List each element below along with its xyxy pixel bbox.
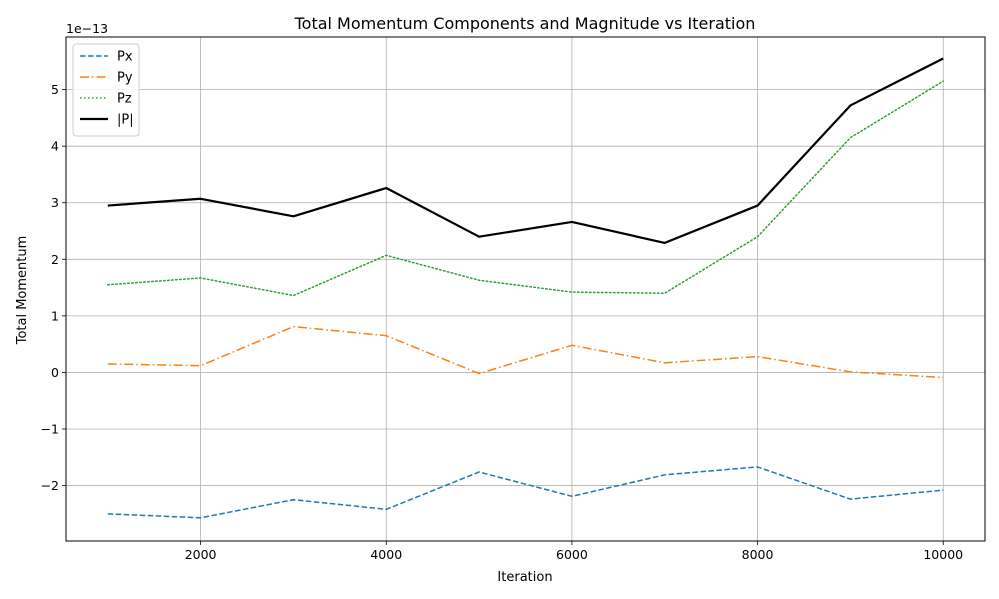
y-axis: −2 −1 0 1 2 3 4 5: [41, 82, 66, 493]
series-lines: [107, 57, 944, 519]
plot-frame: [65, 36, 986, 542]
x-tick-label: 4000: [370, 547, 402, 562]
y-tick-label: 0: [51, 365, 59, 380]
y-tick-label: 1: [51, 308, 59, 323]
grid-lines: [66, 37, 985, 541]
legend-label: Py: [117, 71, 133, 86]
series-line-p: [107, 57, 944, 244]
y-tick-label: 4: [51, 139, 59, 154]
y-tick-label: −1: [41, 422, 59, 437]
series-line-py: [107, 325, 944, 379]
x-tick-label: 10000: [923, 547, 963, 562]
y-tick-label: −2: [41, 478, 59, 493]
legend-label: Pz: [117, 92, 132, 107]
legend-label: |P|: [117, 113, 134, 128]
x-tick-label: 6000: [556, 547, 588, 562]
x-axis: 2000 4000 6000 8000 10000: [185, 541, 963, 562]
series-line-px: [107, 466, 944, 519]
x-tick-label: 2000: [185, 547, 217, 562]
legend-box: [72, 43, 140, 137]
x-axis-label: Iteration: [497, 570, 552, 585]
x-tick-label: 8000: [742, 547, 774, 562]
chart-title: Total Momentum Components and Magnitude …: [294, 14, 756, 33]
legend: Px Py Pz |P|: [72, 43, 140, 137]
y-tick-label: 5: [51, 82, 59, 97]
y-axis-label: Total Momentum: [15, 236, 30, 346]
y-tick-label: 2: [51, 252, 59, 267]
series-line-pz: [107, 80, 944, 297]
y-tick-label: 3: [51, 195, 59, 210]
y-offset-text: 1e−13: [66, 21, 108, 36]
legend-label: Px: [117, 50, 133, 65]
